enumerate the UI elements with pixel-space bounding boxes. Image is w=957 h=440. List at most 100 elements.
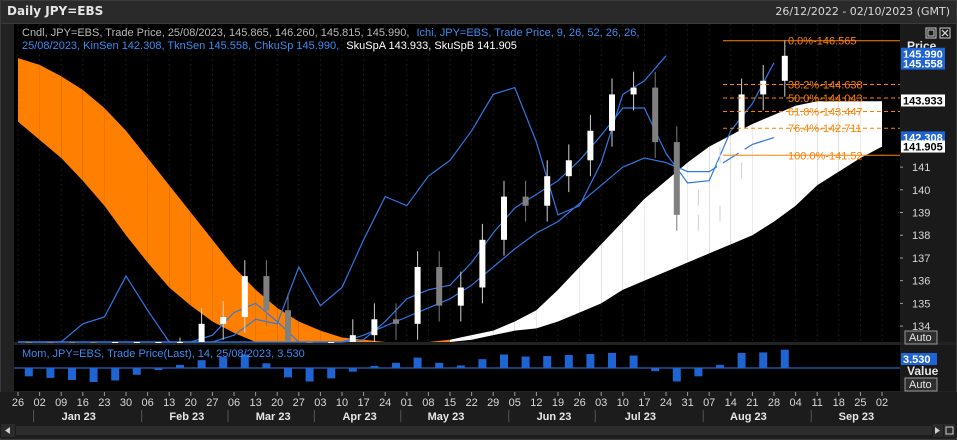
fib-level-label: 38.2%-144.638 (788, 79, 863, 91)
day-tick-label: 31 (681, 397, 693, 409)
month-label: Feb 23 (169, 411, 204, 423)
cloud-segment (774, 105, 796, 222)
price-auto-button[interactable]: Auto (904, 330, 938, 345)
price-badge-label: 145.558 (903, 59, 943, 71)
momentum-bar (780, 349, 789, 368)
day-tick-label: 10 (617, 397, 629, 409)
zoom-fit-icon[interactable] (925, 27, 937, 39)
day-tick-label: 24 (660, 397, 672, 409)
cloud-segment (450, 335, 472, 342)
momentum-bar (370, 365, 379, 368)
cloud-segment (18, 58, 40, 140)
momentum-bar (586, 353, 595, 368)
momentum-bar (197, 360, 206, 368)
momentum-bar (305, 368, 314, 382)
day-tick-label: 27 (293, 397, 305, 409)
month-label: Mar 23 (256, 411, 291, 423)
momentum-bar (348, 368, 357, 372)
candle-body (522, 196, 529, 206)
candle-body (220, 317, 227, 324)
price-axis[interactable] (900, 24, 956, 342)
fib-level-label: 61.8%-143.447 (788, 107, 863, 119)
scroll-left-icon[interactable] (1, 424, 15, 437)
cloud-segment (428, 339, 450, 342)
day-tick-label: 26 (573, 397, 585, 409)
cloud-segment (104, 108, 126, 236)
price-badge (901, 140, 945, 153)
momentum-bar (608, 352, 616, 368)
month-label: Sep 23 (839, 411, 874, 423)
price-tick-label: 138 (912, 230, 930, 242)
fib-level-label: 50.0%-144.043 (788, 93, 863, 105)
date-range: 26/12/2022 - 02/10/2023 (GMT) (775, 5, 950, 18)
day-tick-label: 18 (833, 397, 845, 409)
cloud-segment (558, 267, 580, 322)
scroll-right-icon[interactable] (933, 424, 943, 437)
price-tick-label: 139 (912, 208, 930, 220)
momentum-bar (240, 354, 249, 368)
momentum-bar (154, 368, 163, 371)
candle-body (609, 94, 615, 131)
day-tick-label: 05 (509, 397, 521, 409)
month-label: Jun 23 (537, 411, 572, 423)
day-tick-label: 06 (141, 397, 153, 409)
cloud-segment (817, 101, 839, 186)
candle-body (198, 323, 205, 342)
day-tick-label: 30 (120, 397, 132, 409)
day-tick-label: 17 (638, 397, 650, 409)
momentum-bar (500, 354, 508, 368)
day-tick-label: 08 (422, 397, 434, 409)
candle-body (501, 196, 507, 240)
momentum-bar (543, 356, 552, 368)
cloud-segment (622, 198, 645, 290)
candle-body (69, 342, 75, 343)
fib-level-label: 76.4%-142.711 (788, 123, 862, 135)
momentum-auto-button[interactable]: Auto (904, 377, 938, 392)
candle-body (630, 87, 637, 95)
day-tick-label: 12 (530, 397, 542, 409)
day-tick-label: 20 (185, 397, 197, 409)
momentum-bar (456, 365, 465, 368)
day-tick-label: 09 (55, 397, 67, 409)
close-panel-icon[interactable] (939, 27, 951, 39)
day-tick-label: 29 (487, 397, 499, 409)
momentum-bar (284, 368, 292, 378)
momentum-axis-title: Value (907, 364, 939, 378)
month-label: May 23 (428, 411, 465, 423)
zoom-icon[interactable] (944, 424, 955, 437)
day-tick-label: 26 (12, 397, 24, 409)
candle-body (457, 287, 464, 306)
momentum-badge-value: 3.530 (903, 354, 931, 366)
cloud-segment (860, 101, 882, 159)
momentum-bar (759, 352, 768, 368)
price-tick-label: 134 (912, 321, 930, 333)
cloud-segment (126, 130, 148, 263)
day-tick-label: 06 (228, 397, 240, 409)
candle-body (328, 342, 335, 343)
candle-body (414, 267, 421, 324)
momentum-bar (46, 368, 55, 378)
momentum-bar (68, 368, 76, 380)
momentum-auto-label: Auto (909, 379, 932, 391)
day-tick-label: 02 (33, 397, 45, 409)
cloud-segment (493, 321, 515, 336)
candle-body (760, 80, 767, 95)
momentum-bar (24, 368, 33, 377)
cloud-segment (536, 289, 558, 329)
cloud-segment (579, 244, 602, 313)
day-tick-label: 17 (357, 397, 369, 409)
cloud-segment (363, 339, 386, 342)
momentum-bar (262, 363, 271, 368)
candle-body (652, 87, 659, 143)
candle-body (479, 239, 486, 288)
momentum-bar (672, 368, 681, 382)
senkou-legend: SkuSpA 143.933, SkuSpB 141.905 (346, 40, 517, 52)
day-tick-label: 15 (444, 397, 456, 409)
momentum-bar (737, 352, 746, 368)
price-auto-label: Auto (909, 332, 932, 344)
day-tick-label: 19 (552, 397, 564, 409)
cloud-segment (298, 321, 321, 342)
momentum-bar (521, 356, 530, 368)
time-scrollbar[interactable] (16, 426, 932, 435)
